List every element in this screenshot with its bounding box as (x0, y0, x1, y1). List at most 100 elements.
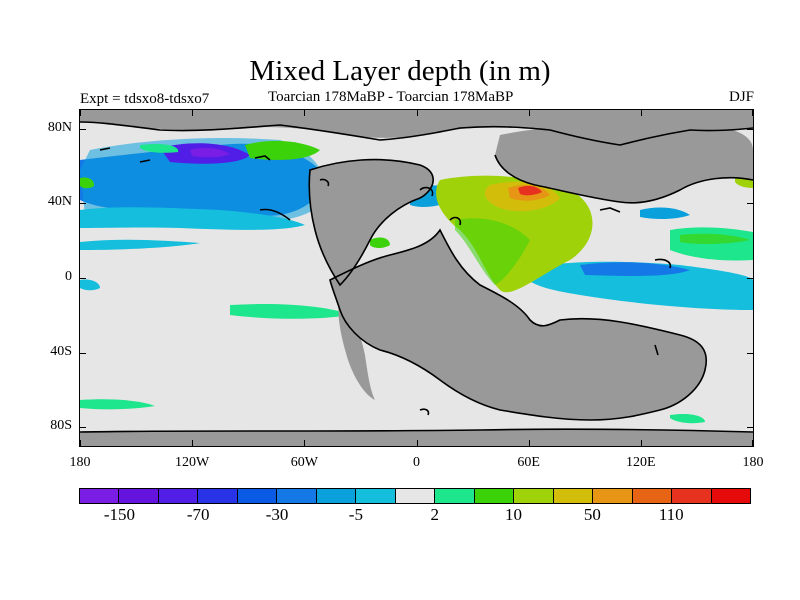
anomaly-tethys-red (518, 185, 542, 196)
lon-tick (752, 110, 753, 116)
colorbar-box (158, 489, 199, 503)
coastline-gondwana (329, 228, 707, 421)
anomaly-east-pacific-band (80, 239, 200, 250)
coastline-south-strip (80, 428, 753, 433)
land-laurasia-east (495, 121, 753, 203)
land-masses (80, 110, 753, 446)
lon-tick (192, 440, 194, 446)
lat-tick-label: 80N (47, 119, 72, 135)
coastline-north-strip (80, 121, 753, 146)
figure-title: Mixed Layer depth (in m) (249, 55, 551, 87)
anomaly-tethys-equatorial (520, 261, 753, 310)
colorbar-box (277, 489, 317, 503)
lon-tick (528, 110, 530, 116)
anomaly-arctic-green (245, 140, 320, 160)
colorbar-label: -70 (186, 505, 210, 524)
lon-tick (304, 440, 306, 446)
lon-tick (416, 110, 418, 116)
coastline-laurasia-west (308, 158, 434, 287)
colorbar-box (316, 489, 357, 503)
coastline-island-10 (654, 344, 659, 356)
lon-tick (80, 110, 81, 116)
colorbar-box (435, 489, 475, 503)
lat-tick-label: 40N (47, 194, 72, 210)
coastline-island-5 (259, 208, 291, 221)
lat-tick (747, 128, 753, 130)
anomaly-arctic-teal (140, 143, 179, 153)
coastline-island-2 (139, 159, 151, 163)
lon-tick (192, 110, 194, 116)
lon-tick-label: 120E (626, 455, 656, 470)
lat-tick (747, 427, 753, 429)
colorbar-label: 2 (430, 505, 439, 524)
coastline-island-6 (419, 186, 434, 197)
lat-tick-label: 0 (65, 269, 72, 284)
coastline-laurasia-east (494, 154, 753, 204)
lat-tick (80, 203, 86, 205)
colorbar-box (395, 489, 436, 503)
lon-tick-label: 180 (742, 455, 764, 470)
land-laurasia-west (309, 159, 434, 285)
lat-tick (80, 128, 86, 130)
colorbar-box (711, 489, 750, 503)
lon-tick (80, 440, 81, 446)
season-label: DJF (728, 89, 754, 105)
experiment-label: Expt = tdsxo8-tdsxo7 (80, 91, 210, 107)
coastlines (80, 121, 753, 433)
anomaly-east-tethys-inner (680, 233, 750, 245)
anomaly-mid-pacific-band (80, 207, 305, 230)
colorbar-box (80, 489, 120, 503)
coastline-island-9 (654, 258, 672, 269)
colorbar-box (672, 489, 712, 503)
anomaly-south-indian (680, 279, 753, 301)
lon-tick-label: 60W (290, 455, 318, 470)
lon-tick (304, 110, 306, 116)
lat-tick (80, 427, 86, 429)
period-label: Toarcian 178MaBP - Toarcian 178MaBP (268, 89, 514, 105)
land-gondwana-main (330, 230, 707, 420)
colorbar-box (474, 489, 515, 503)
colorbar-box (553, 489, 594, 503)
anomaly-south-far (80, 399, 155, 410)
lon-tick-label: 120W (175, 455, 210, 470)
land-south-polar-strip (80, 429, 753, 446)
anomaly-antarctic-east (670, 413, 705, 424)
colorbar-box (356, 489, 396, 503)
anomaly-west-green (80, 177, 95, 189)
lon-tick (640, 440, 642, 446)
map-panel (79, 109, 754, 447)
coastline-island-7 (449, 216, 462, 226)
colorbar-box (119, 489, 159, 503)
lon-tick (640, 110, 642, 116)
colorbar (79, 488, 751, 504)
colorbar-box (593, 489, 633, 503)
anomaly-tethys-core (580, 262, 690, 276)
lon-tick (416, 440, 418, 446)
colorbar-label: -150 (103, 505, 135, 524)
land-south-america (338, 290, 375, 400)
colorbar-label: 50 (583, 505, 601, 524)
anomaly-arctic-deep (190, 147, 230, 158)
coastline-island-11 (419, 408, 430, 416)
map-svg (80, 110, 753, 446)
colorbar-box (237, 489, 278, 503)
colorbar-label: -30 (265, 505, 289, 524)
anomaly-tethys-lightgreen (455, 218, 530, 285)
anomaly-small-islands (370, 237, 390, 249)
anomaly-tethys-east (640, 207, 690, 220)
lat-tick-label: 40S (50, 343, 72, 359)
colorbar-label: 110 (658, 505, 684, 524)
lon-tick-label: 180 (69, 455, 91, 470)
colorbar-box (632, 489, 673, 503)
lat-tick (747, 352, 753, 354)
lat-tick (747, 278, 753, 279)
coastline-island-4 (319, 178, 330, 187)
coastline-island-1 (99, 147, 111, 151)
anomaly-south-pacific-band (230, 304, 350, 319)
lat-tick (747, 203, 753, 205)
lon-tick (528, 440, 530, 446)
lat-tick (80, 278, 86, 279)
lat-tick-label: 80S (50, 418, 72, 434)
colorbar-box (198, 489, 238, 503)
colorbar-label: 10 (505, 505, 523, 524)
